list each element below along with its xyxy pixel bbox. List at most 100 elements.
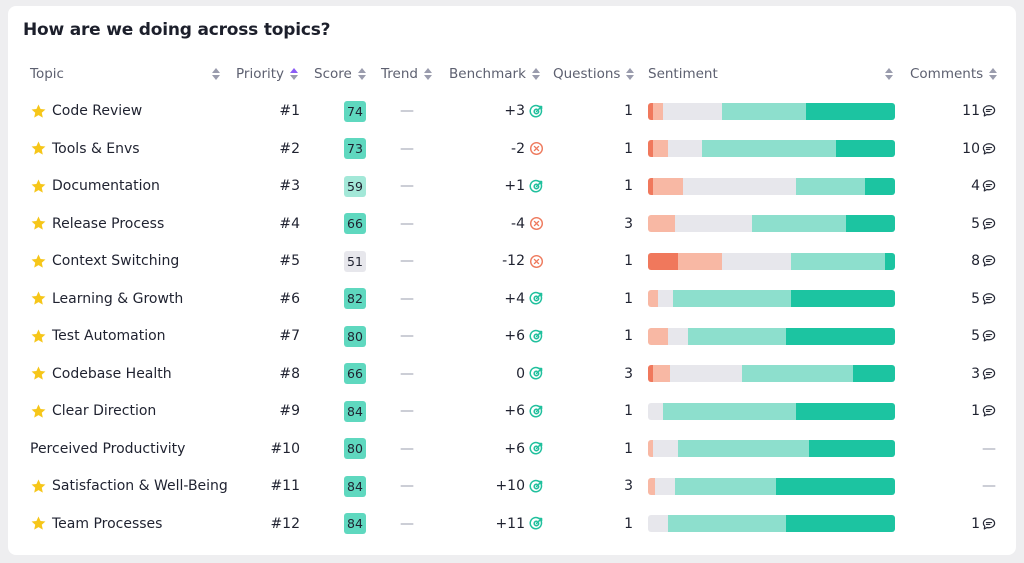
table-row[interactable]: Clear Direction #9 84 — +6 1 1 [8, 394, 1016, 428]
questions-cell[interactable]: 1 [624, 403, 633, 419]
sentiment-cell[interactable] [648, 507, 895, 541]
sentiment-cell[interactable] [648, 169, 895, 203]
comment-icon[interactable] [982, 517, 996, 531]
comments-cell[interactable]: 5 [938, 207, 996, 241]
topic-name[interactable]: Team Processes [52, 515, 163, 532]
sentiment-cell[interactable] [648, 207, 895, 241]
header-priority[interactable]: Priority [236, 64, 299, 84]
header-topic[interactable]: Topic [30, 64, 220, 84]
header-comments[interactable]: Comments [910, 64, 998, 84]
topic-cell[interactable]: Documentation [30, 169, 160, 203]
topic-cell[interactable]: Learning & Growth [30, 282, 183, 316]
table-row[interactable]: Test Automation #7 80 — +6 1 5 [8, 319, 1016, 353]
comment-icon[interactable] [982, 179, 996, 193]
star-icon[interactable] [30, 515, 47, 532]
topic-cell[interactable]: Codebase Health [30, 357, 172, 391]
topic-name[interactable]: Context Switching [52, 253, 180, 269]
comment-icon[interactable] [982, 292, 996, 306]
comments-cell[interactable]: 1 [938, 507, 996, 541]
star-icon[interactable] [30, 253, 47, 270]
comments-cell[interactable]: 3 [938, 357, 996, 391]
topic-name[interactable]: Test Automation [52, 328, 166, 344]
topic-cell[interactable]: Tools & Envs [30, 132, 140, 166]
sentiment-bar[interactable] [648, 440, 895, 457]
table-row[interactable]: Code Review #1 74— +3 1 11 [8, 94, 1016, 128]
sentiment-bar[interactable] [648, 215, 895, 232]
topic-name[interactable]: Perceived Productivity [30, 440, 186, 457]
topic-name[interactable]: Learning & Growth [52, 290, 184, 307]
comments-cell[interactable]: 5 [938, 282, 996, 316]
table-row[interactable]: Perceived Productivity #10 80 — +6 1 — [8, 432, 1016, 466]
topic-cell[interactable]: Team Processes [30, 507, 162, 541]
star-icon[interactable] [30, 215, 47, 232]
star-icon[interactable] [30, 478, 47, 495]
comments-cell[interactable]: 4 [938, 169, 996, 203]
sentiment-bar[interactable] [648, 477, 895, 495]
comments-cell[interactable]: — [938, 432, 996, 466]
questions-cell[interactable]: 1 [624, 253, 633, 269]
sentiment-cell[interactable] [648, 282, 895, 316]
topic-cell[interactable]: Perceived Productivity [30, 432, 185, 466]
comments-cell[interactable]: 1 [938, 394, 996, 428]
topic-name[interactable]: Codebase Health [52, 365, 172, 382]
questions-cell[interactable]: 3 [624, 365, 633, 382]
sentiment-cell[interactable] [648, 132, 895, 166]
sentiment-bar[interactable] [648, 365, 895, 382]
topic-cell[interactable]: Release Process [30, 207, 164, 241]
sentiment-cell[interactable] [648, 432, 895, 466]
sentiment-cell[interactable] [648, 244, 895, 278]
header-trend[interactable]: Trend [381, 64, 432, 84]
topic-cell[interactable]: Code Review [30, 94, 142, 128]
questions-cell[interactable]: 1 [624, 290, 633, 307]
star-icon[interactable] [30, 365, 47, 382]
comments-cell[interactable]: 8 [938, 244, 996, 278]
topic-name[interactable]: Release Process [52, 215, 165, 232]
comment-icon[interactable] [982, 404, 996, 418]
sentiment-bar[interactable] [648, 515, 895, 532]
star-icon[interactable] [30, 403, 47, 420]
topic-cell[interactable]: Context Switching [30, 244, 179, 278]
comment-icon[interactable] [982, 329, 996, 343]
topic-cell[interactable]: Clear Direction [30, 394, 156, 428]
topic-name[interactable]: Code Review [52, 103, 143, 119]
sentiment-cell[interactable] [648, 394, 895, 428]
sentiment-bar[interactable] [648, 102, 895, 120]
star-icon[interactable] [30, 178, 47, 195]
sentiment-bar[interactable] [648, 290, 895, 307]
comments-cell[interactable]: 5 [938, 319, 996, 353]
questions-cell[interactable]: 1 [624, 440, 633, 457]
star-icon[interactable] [30, 103, 47, 120]
table-row[interactable]: Codebase Health #8 66 — 0 3 3 [8, 357, 1016, 391]
comment-icon[interactable] [982, 367, 996, 381]
header-score[interactable]: Score [314, 64, 366, 84]
sentiment-bar[interactable] [648, 252, 895, 270]
topic-cell[interactable]: Test Automation [30, 319, 166, 353]
questions-cell[interactable]: 3 [624, 215, 633, 232]
sentiment-bar[interactable] [648, 140, 895, 157]
table-row[interactable]: Learning & Growth #6 82 — +4 1 5 [8, 282, 1016, 316]
comments-cell[interactable]: — [938, 469, 996, 503]
comment-icon[interactable] [982, 104, 996, 118]
table-row[interactable]: Satisfaction & Well-Being #11 84 — +10 3 — [8, 469, 1016, 503]
comment-icon[interactable] [982, 254, 996, 268]
table-row[interactable]: Documentation #3 59 — +1 1 4 [8, 169, 1016, 203]
comment-icon[interactable] [982, 142, 996, 156]
sentiment-bar[interactable] [648, 177, 895, 195]
sentiment-bar[interactable] [648, 327, 895, 345]
header-benchmark[interactable]: Benchmark [449, 64, 540, 84]
questions-cell[interactable]: 1 [624, 515, 633, 532]
topic-name[interactable]: Tools & Envs [52, 140, 140, 157]
sentiment-cell[interactable] [648, 357, 895, 391]
comment-icon[interactable] [982, 217, 996, 231]
star-icon[interactable] [30, 328, 47, 345]
sentiment-cell[interactable] [648, 319, 895, 353]
questions-cell[interactable]: 1 [624, 328, 633, 344]
questions-cell[interactable]: 1 [624, 140, 633, 157]
topic-name[interactable]: Clear Direction [52, 403, 157, 419]
sentiment-cell[interactable] [648, 94, 895, 128]
star-icon[interactable] [30, 290, 47, 307]
sentiment-cell[interactable] [648, 469, 895, 503]
header-questions[interactable]: Questions [553, 64, 635, 84]
table-row[interactable]: Team Processes #12 84 — +11 1 1 [8, 507, 1016, 541]
questions-cell[interactable]: 1 [624, 103, 633, 119]
